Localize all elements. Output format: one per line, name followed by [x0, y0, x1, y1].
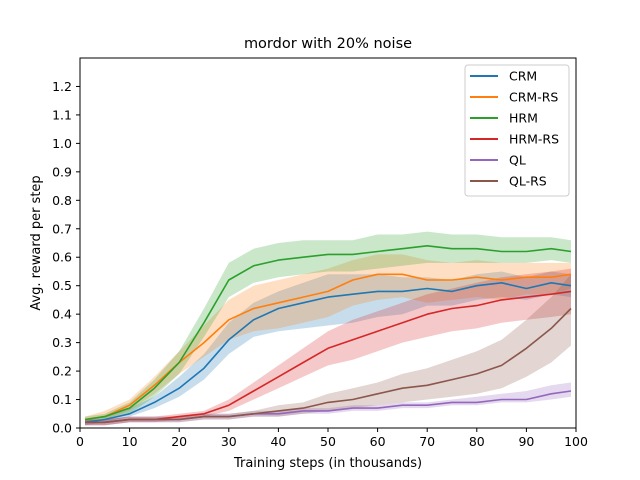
legend: CRM CRM-RS HRM HRM-RS QL QL-RS — [464, 64, 570, 197]
x-axis-label: Training steps (in thousands) — [233, 456, 422, 471]
series-line-ql-rs — [85, 307, 572, 424]
x-tick-label: 10 — [122, 434, 138, 449]
y-tick-label: 1.1 — [52, 107, 72, 122]
legend-label-crm-rs: CRM-RS — [509, 90, 558, 105]
series-line-crm-rs — [84, 273, 572, 421]
x-tick-label: 70 — [419, 434, 435, 449]
y-tick-label: 0.0 — [52, 421, 72, 436]
y-tick-label: 0.9 — [52, 164, 72, 179]
band-ql — [85, 382, 571, 426]
y-tick-label: 1.2 — [52, 79, 72, 94]
x-tick-label: 80 — [469, 434, 485, 449]
x-tick-label: 20 — [171, 434, 187, 449]
y-tick-label: 0.6 — [52, 250, 72, 265]
confidence-bands — [85, 231, 571, 426]
y-tick-label: 0.2 — [52, 364, 72, 379]
y-axis-label: Avg. reward per step — [29, 175, 44, 310]
y-tick-label: 0.8 — [52, 193, 72, 208]
y-tick-label: 0.4 — [52, 307, 72, 322]
x-tick-label: 0 — [76, 434, 84, 449]
x-tick-label: 60 — [370, 434, 386, 449]
y-tick-label: 0.5 — [52, 278, 72, 293]
series-lines — [84, 245, 572, 424]
series-line-hrm-rs — [85, 290, 572, 424]
y-axis: 0.0 0.1 0.2 0.3 0.4 0.5 0.6 0.7 0.8 0.9 1.0 1.1 1.2 — [52, 79, 80, 436]
band-ql-rs — [85, 274, 571, 426]
series-line-hrm — [84, 245, 572, 421]
x-tick-label: 30 — [221, 434, 237, 449]
y-tick-label: 1.0 — [52, 136, 72, 151]
x-axis: 0 10 20 30 40 50 60 70 80 90 100 — [76, 428, 588, 449]
series-line-crm — [84, 281, 572, 424]
x-tick-label: 50 — [320, 434, 336, 449]
band-hrm-rs — [85, 268, 571, 426]
x-tick-label: 100 — [564, 434, 588, 449]
legend-label-hrm-rs: HRM-RS — [509, 132, 559, 147]
x-tick-label: 40 — [270, 434, 286, 449]
legend-label-ql: QL — [509, 153, 526, 168]
legend-label-hrm: HRM — [509, 111, 538, 126]
legend-label-ql-rs: QL-RS — [509, 174, 547, 189]
band-hrm — [85, 231, 571, 423]
legend-label-crm: CRM — [509, 69, 537, 84]
y-tick-label: 0.1 — [52, 392, 72, 407]
band-crm-rs — [85, 254, 571, 423]
chart-title: mordor with 20% noise — [244, 36, 412, 52]
y-tick-label: 0.7 — [52, 221, 72, 236]
y-tick-label: 0.3 — [52, 335, 72, 350]
x-tick-label: 90 — [518, 434, 534, 449]
